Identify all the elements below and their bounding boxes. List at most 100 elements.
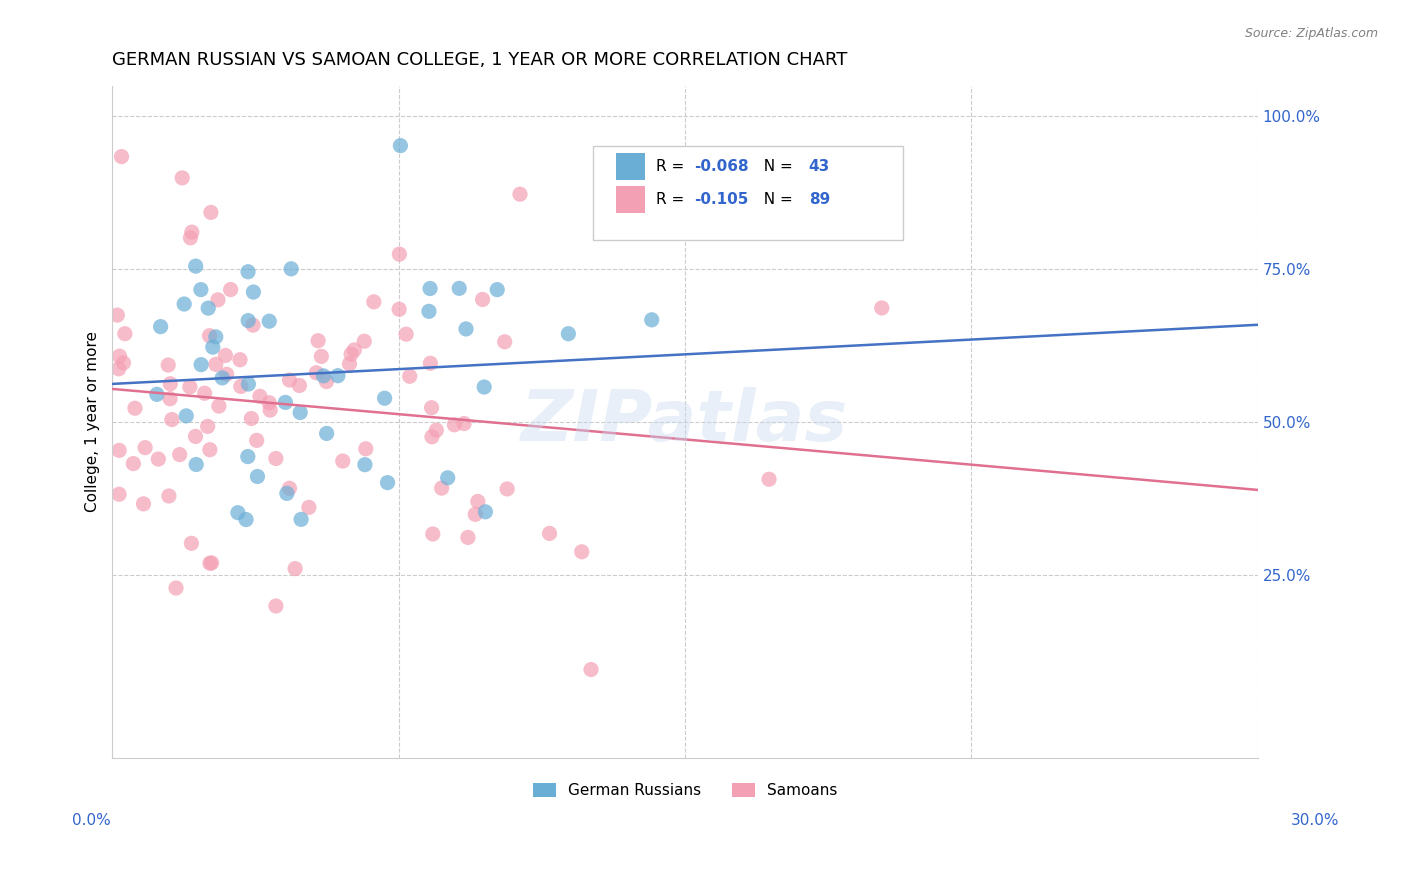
- Text: -0.105: -0.105: [695, 193, 748, 208]
- Point: [870, 301, 893, 315]
- Point: [363, 294, 385, 309]
- Point: [298, 500, 321, 515]
- Point: [758, 472, 780, 486]
- Point: [108, 487, 131, 501]
- Text: Source: ZipAtlas.com: Source: ZipAtlas.com: [1244, 27, 1378, 40]
- Point: [180, 225, 202, 239]
- Point: [174, 409, 197, 423]
- Point: [132, 497, 155, 511]
- Point: [229, 352, 252, 367]
- Point: [257, 396, 280, 410]
- Point: [557, 326, 579, 341]
- Text: ZIPatlas: ZIPatlas: [522, 387, 849, 457]
- Point: [190, 283, 212, 297]
- Point: [395, 327, 418, 342]
- Point: [264, 451, 287, 466]
- Point: [288, 378, 311, 392]
- Text: N =: N =: [754, 159, 797, 174]
- Point: [198, 556, 221, 570]
- Point: [278, 373, 301, 387]
- Point: [226, 506, 249, 520]
- Point: [259, 314, 281, 328]
- Point: [284, 561, 307, 575]
- Point: [377, 475, 399, 490]
- Point: [236, 450, 259, 464]
- Point: [122, 457, 145, 471]
- Point: [184, 259, 207, 273]
- Point: [388, 302, 411, 317]
- Point: [354, 442, 377, 456]
- Point: [159, 376, 181, 391]
- Point: [388, 247, 411, 261]
- Text: R =: R =: [657, 159, 689, 174]
- Point: [278, 481, 301, 495]
- Point: [205, 357, 228, 371]
- Point: [200, 205, 222, 219]
- Point: [179, 231, 201, 245]
- Point: [274, 395, 297, 409]
- Point: [211, 371, 233, 385]
- Point: [454, 322, 477, 336]
- Point: [425, 423, 447, 437]
- Point: [180, 536, 202, 550]
- Point: [474, 505, 496, 519]
- Point: [172, 170, 194, 185]
- Point: [464, 508, 486, 522]
- Point: [579, 663, 602, 677]
- Point: [107, 361, 129, 376]
- Point: [443, 417, 465, 432]
- Bar: [616, 186, 645, 213]
- Point: [201, 340, 224, 354]
- Point: [457, 530, 479, 544]
- Point: [436, 471, 458, 485]
- Point: [105, 308, 128, 322]
- Point: [238, 313, 260, 327]
- Point: [449, 281, 471, 295]
- Point: [207, 293, 229, 307]
- Point: [108, 349, 131, 363]
- Point: [641, 313, 664, 327]
- Point: [208, 399, 231, 413]
- Point: [374, 391, 396, 405]
- Text: 89: 89: [808, 193, 830, 208]
- Point: [571, 545, 593, 559]
- Y-axis label: College, 1 year or more: College, 1 year or more: [86, 332, 100, 512]
- Point: [288, 405, 311, 419]
- Point: [312, 368, 335, 383]
- Point: [353, 334, 375, 349]
- Point: [419, 281, 441, 295]
- Point: [326, 368, 349, 383]
- Point: [246, 469, 269, 483]
- Text: R =: R =: [657, 193, 689, 208]
- Point: [430, 481, 453, 495]
- Point: [259, 403, 281, 417]
- Point: [332, 454, 354, 468]
- Point: [305, 366, 328, 380]
- Point: [157, 358, 180, 372]
- Point: [134, 441, 156, 455]
- Point: [343, 343, 366, 357]
- Point: [194, 386, 217, 401]
- Point: [146, 387, 169, 401]
- Point: [311, 350, 333, 364]
- Text: -0.068: -0.068: [695, 159, 749, 174]
- Point: [157, 489, 180, 503]
- Point: [238, 377, 260, 392]
- Text: GERMAN RUSSIAN VS SAMOAN COLLEGE, 1 YEAR OR MORE CORRELATION CHART: GERMAN RUSSIAN VS SAMOAN COLLEGE, 1 YEAR…: [112, 51, 848, 69]
- Point: [276, 486, 298, 500]
- Point: [315, 426, 337, 441]
- Point: [280, 261, 302, 276]
- Point: [354, 458, 377, 472]
- Point: [204, 330, 226, 344]
- Point: [264, 599, 287, 613]
- Point: [200, 556, 222, 570]
- Point: [149, 319, 172, 334]
- Point: [315, 375, 337, 389]
- Point: [190, 358, 212, 372]
- Point: [124, 401, 146, 416]
- Point: [307, 334, 329, 348]
- Point: [242, 318, 264, 333]
- Point: [235, 512, 257, 526]
- Point: [112, 356, 135, 370]
- Point: [290, 512, 312, 526]
